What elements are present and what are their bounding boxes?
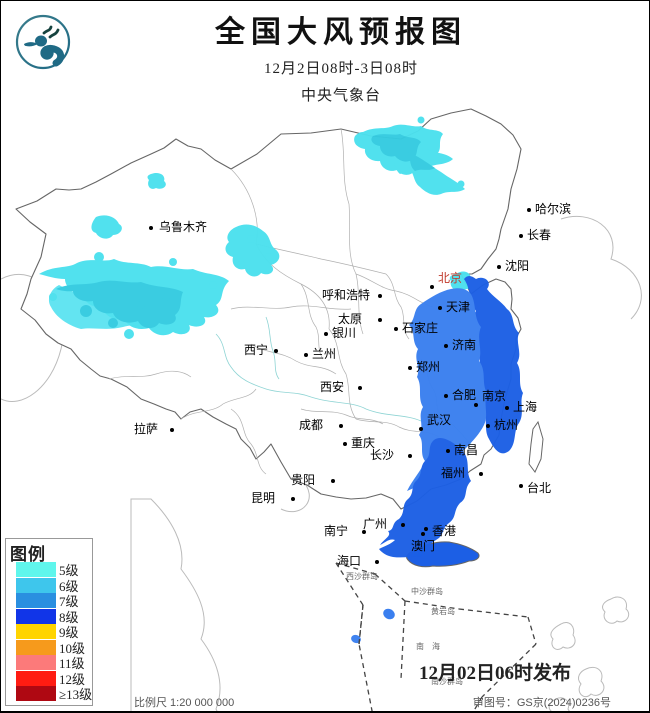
svg-text:西沙群岛: 西沙群岛 [346,571,378,581]
svg-text:黄岩岛: 黄岩岛 [431,606,455,616]
svg-text:中沙群岛: 中沙群岛 [411,586,443,596]
svg-text:南 海: 南 海 [416,641,440,651]
